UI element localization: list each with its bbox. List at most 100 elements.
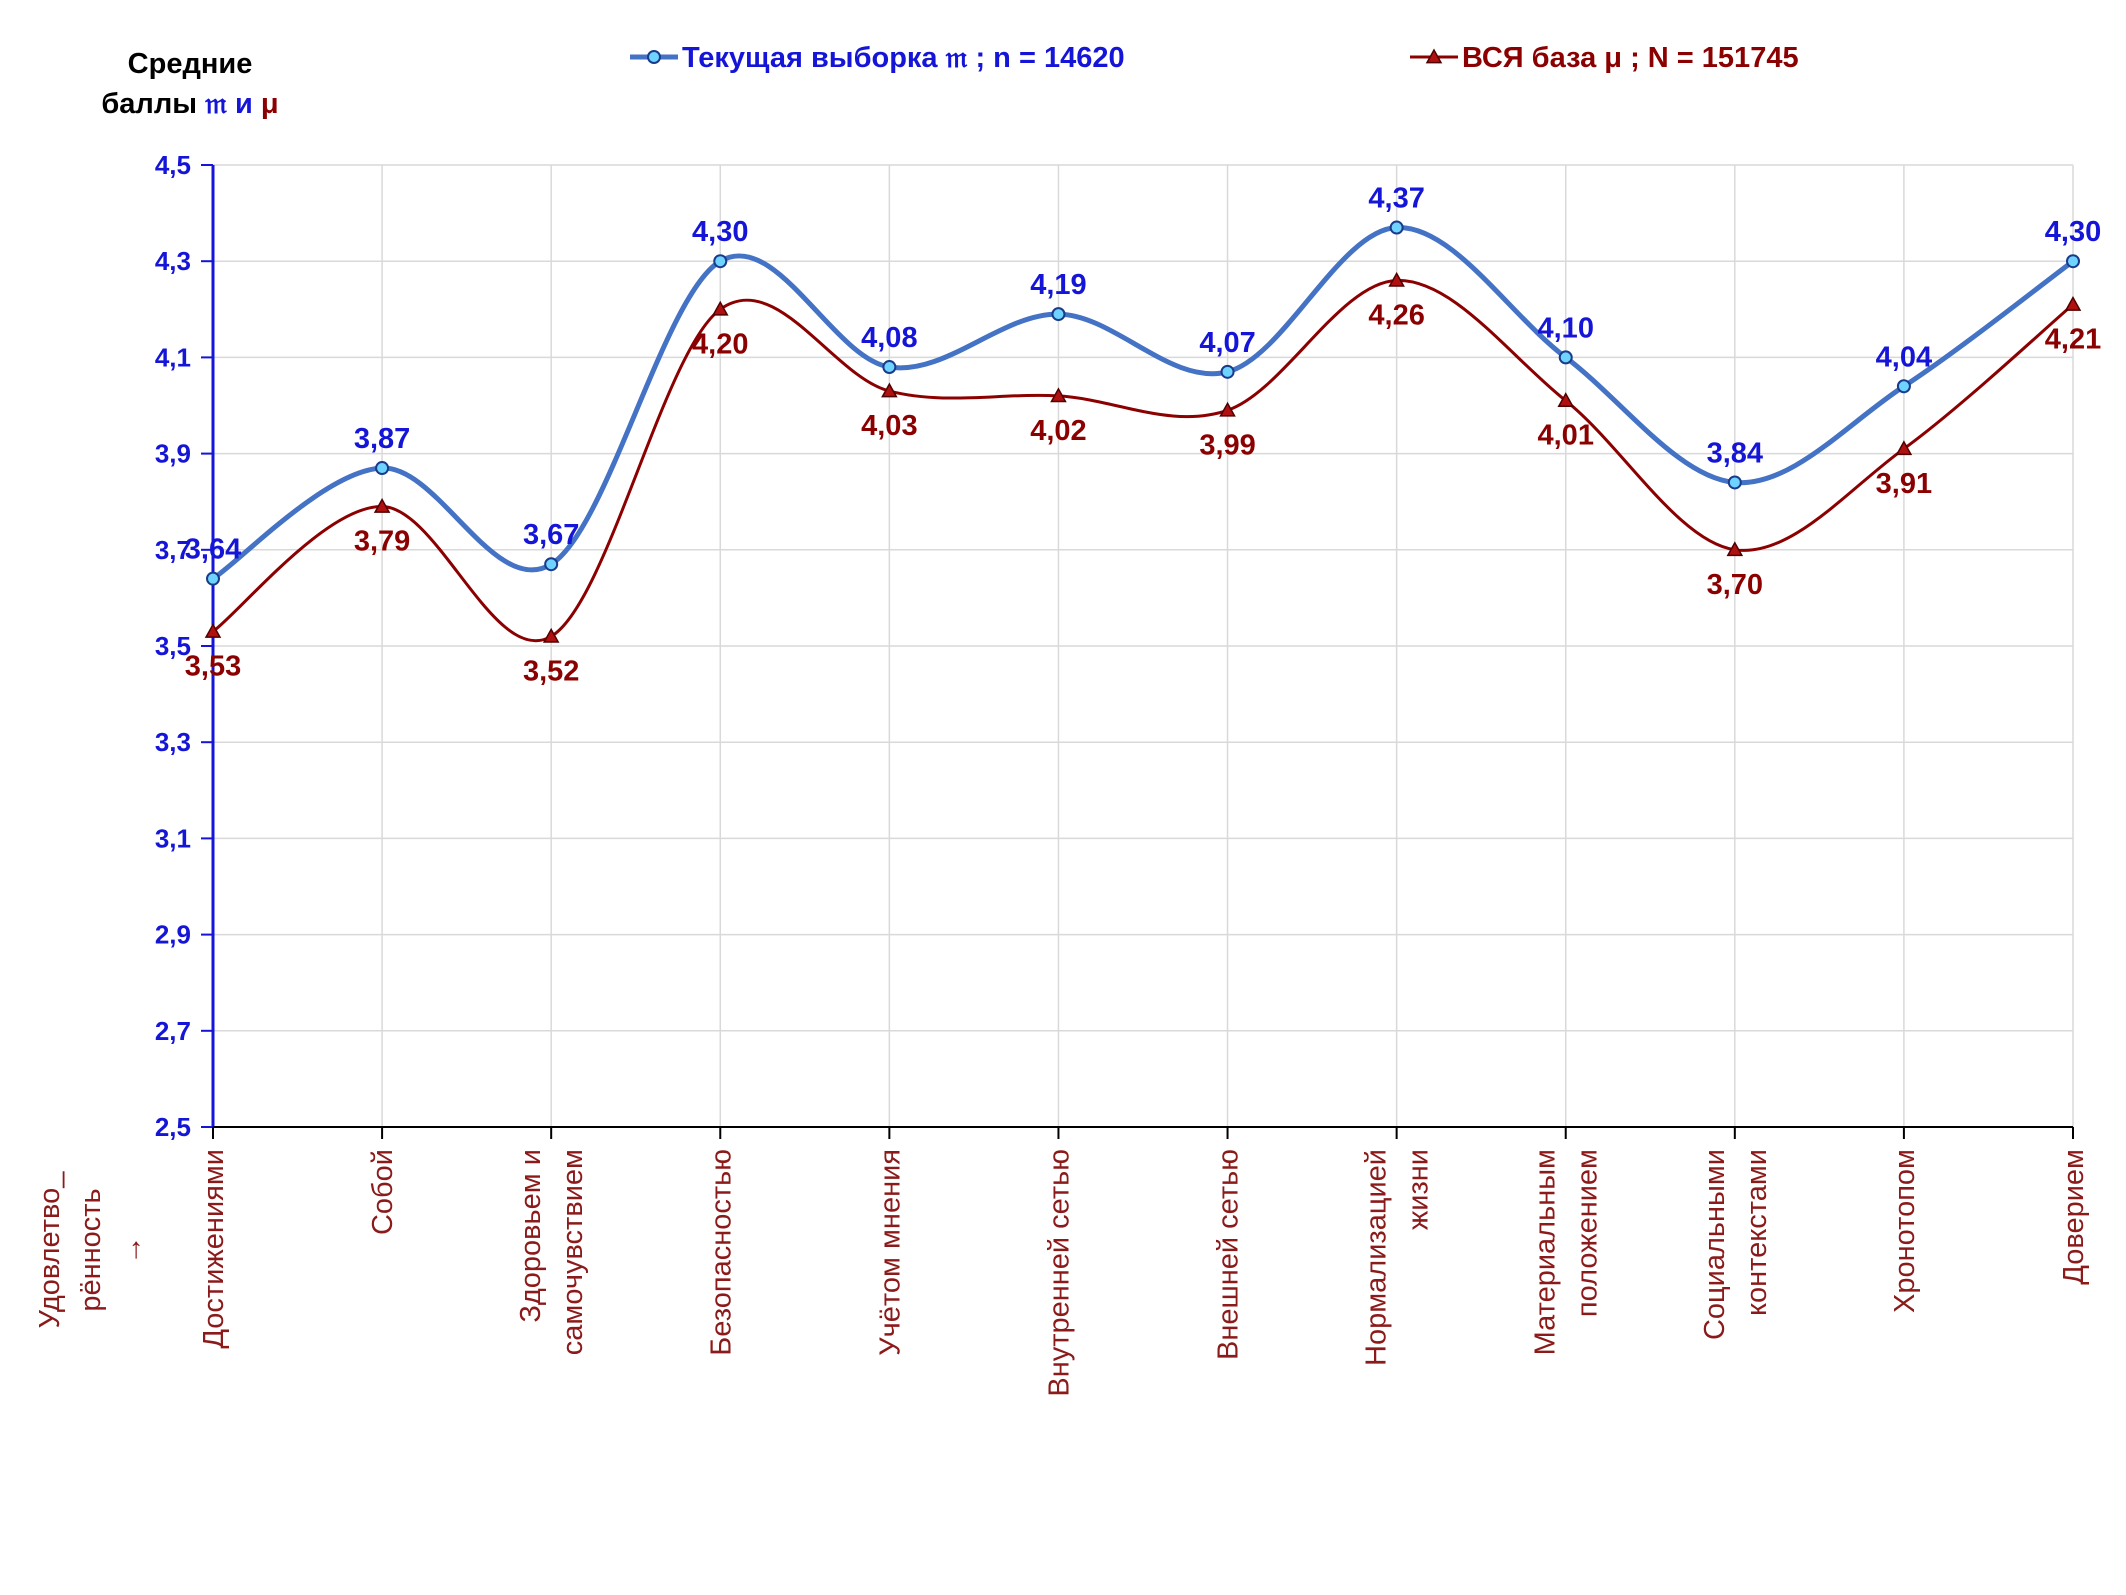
data-label-base: 3,99: [1199, 429, 1255, 461]
data-label-base: 4,20: [692, 328, 748, 360]
x-category-label-line: самочувствием: [557, 1149, 589, 1355]
y-tick-label: 4,1: [155, 342, 191, 372]
data-label-base: 3,79: [354, 526, 410, 558]
point-marker-sample: [2066, 254, 2080, 269]
point-marker-sample: [544, 557, 559, 572]
x-category-label: Собой: [367, 1149, 399, 1235]
x-category-label: Учётом мнения: [874, 1149, 906, 1356]
point-marker-sample: [375, 461, 390, 476]
data-label-base: 4,21: [2045, 323, 2101, 355]
data-label-sample: 4,07: [1199, 327, 1255, 359]
legend-marker-circle: [647, 50, 661, 64]
point-marker-base: [1557, 392, 1575, 408]
point-marker-base: [1388, 271, 1405, 287]
x-category-label-line: Собой: [367, 1149, 399, 1235]
series-line-base: [212, 278, 2074, 643]
x-category-label-line: Безопасностью: [705, 1149, 737, 1356]
point-marker-base: [373, 497, 391, 513]
y-tick-label: 3,5: [155, 631, 191, 661]
x-category-label-line: жизни: [1403, 1149, 1435, 1230]
x-category-label: Нормализацией жизни: [1361, 1149, 1435, 1366]
y-axis-title-symbol-sample: 𝔪: [205, 88, 227, 120]
y-axis-title: Средние баллы 𝔪 и μ: [95, 44, 285, 124]
x-category-label-line: контекстами: [1741, 1149, 1773, 1316]
point-marker-sample: [1389, 220, 1404, 235]
x-category-label: Доверием: [2058, 1149, 2090, 1285]
point-marker-base: [881, 382, 898, 398]
data-label-sample: 4,30: [2045, 216, 2101, 248]
x-category-label-line: Здоровьем и: [515, 1149, 547, 1323]
legend-item-base[interactable]: ВСЯ база μ ; N = 151745: [1410, 42, 1799, 74]
point-marker-base: [204, 623, 222, 638]
point-marker-base: [1895, 440, 1913, 456]
point-marker-base: [2064, 295, 2082, 311]
data-label-base: 3,91: [1876, 468, 1932, 500]
x-category-label-line: Достижениями: [198, 1149, 230, 1349]
point-marker-sample: [1896, 379, 1911, 394]
y-axis-title-line2: баллы: [101, 88, 198, 120]
series-markers: [204, 220, 2082, 643]
data-label-sample: 3,64: [185, 534, 241, 566]
gridlines: [213, 164, 2074, 1128]
y-tick-label: 2,9: [155, 920, 191, 950]
data-label-sample: 4,08: [861, 322, 917, 354]
x-category-label-line: Учётом мнения: [874, 1149, 906, 1356]
legend-item-sample[interactable]: Текущая выборка 𝔪 ; n = 14620: [630, 42, 1125, 74]
y-tick-label: 3,1: [155, 823, 191, 853]
y-tick-label: 2,5: [155, 1112, 191, 1142]
x-category-label-line: Социальными: [1699, 1149, 1731, 1340]
data-label-sample: 3,67: [523, 519, 579, 551]
point-marker-sample: [713, 254, 728, 269]
y-axis-title-line1: Средние: [127, 48, 253, 80]
data-label-sample: 4,19: [1030, 269, 1086, 301]
point-marker-base: [1050, 387, 1067, 403]
x-category-label: Безопасностью: [705, 1149, 737, 1356]
x-category-label: Достижениями: [198, 1149, 230, 1349]
data-label-base: 3,53: [185, 651, 241, 683]
x-category-label-line: положением: [1572, 1149, 1604, 1317]
data-label-base: 4,03: [861, 410, 917, 442]
point-marker-sample: [1220, 364, 1235, 379]
data-label-base: 3,70: [1707, 569, 1763, 601]
point-marker-sample: [1051, 307, 1066, 322]
x-category-label-line: Доверием: [2058, 1149, 2090, 1285]
y-tick-label: 3,7: [155, 535, 191, 565]
y-tick-label: 2,7: [155, 1016, 191, 1046]
point-marker-base: [1726, 541, 1744, 557]
y-axis-title-line2-row: баллы 𝔪 и μ: [95, 84, 285, 124]
point-marker-base: [542, 627, 560, 643]
x-category-label-line: Нормализацией: [1361, 1149, 1393, 1366]
data-label-sample: 3,84: [1707, 437, 1763, 469]
legend-marker-triangle: [1425, 48, 1443, 64]
x-category-label: Внешней сетью: [1213, 1149, 1245, 1360]
data-label-sample: 4,10: [1538, 312, 1594, 344]
point-marker-sample: [1727, 475, 1742, 490]
series-line-sample: [211, 225, 2075, 581]
y-tick-label: 3,9: [155, 439, 191, 469]
legend-label: ВСЯ база μ ; N = 151745: [1462, 42, 1799, 74]
x-category-label: Хронотопом: [1889, 1149, 1921, 1313]
series-lines: [211, 225, 2075, 643]
data-label-sample: 3,87: [354, 423, 410, 455]
data-label-base: 3,52: [523, 655, 579, 687]
point-marker-base: [1219, 401, 1236, 417]
data-label-sample: 4,04: [1876, 341, 1932, 373]
point-marker-sample: [882, 360, 897, 375]
x-category-label-line: Хронотопом: [1889, 1149, 1921, 1313]
x-category-label: Здоровьем и самочувствием: [515, 1149, 589, 1355]
y-axis-title-symbol-base: μ: [260, 88, 279, 120]
point-marker-sample: [206, 571, 220, 586]
data-label-base: 4,02: [1030, 415, 1086, 447]
legend[interactable]: Текущая выборка 𝔪 ; n = 14620 ВСЯ база μ …: [630, 42, 1799, 74]
point-marker-sample: [1558, 350, 1573, 365]
data-label-base: 4,26: [1368, 299, 1424, 331]
point-marker-base: [711, 300, 729, 316]
x-category-label-line: Внешней сетью: [1213, 1149, 1245, 1360]
y-tick-label: 4,5: [155, 150, 191, 180]
x-category-label-line: Внутренней сетью: [1043, 1149, 1075, 1397]
y-tick-label: 4,3: [155, 246, 191, 276]
axes: 2,5 2,7 2,9 3,1 3,3 3,5 3,7 3,9 4,1 4,3 4,5 Достиже…: [155, 150, 2090, 1397]
x-category-label: Социальными контекстами: [1699, 1149, 1773, 1340]
data-label-base: 4,01: [1538, 420, 1594, 452]
